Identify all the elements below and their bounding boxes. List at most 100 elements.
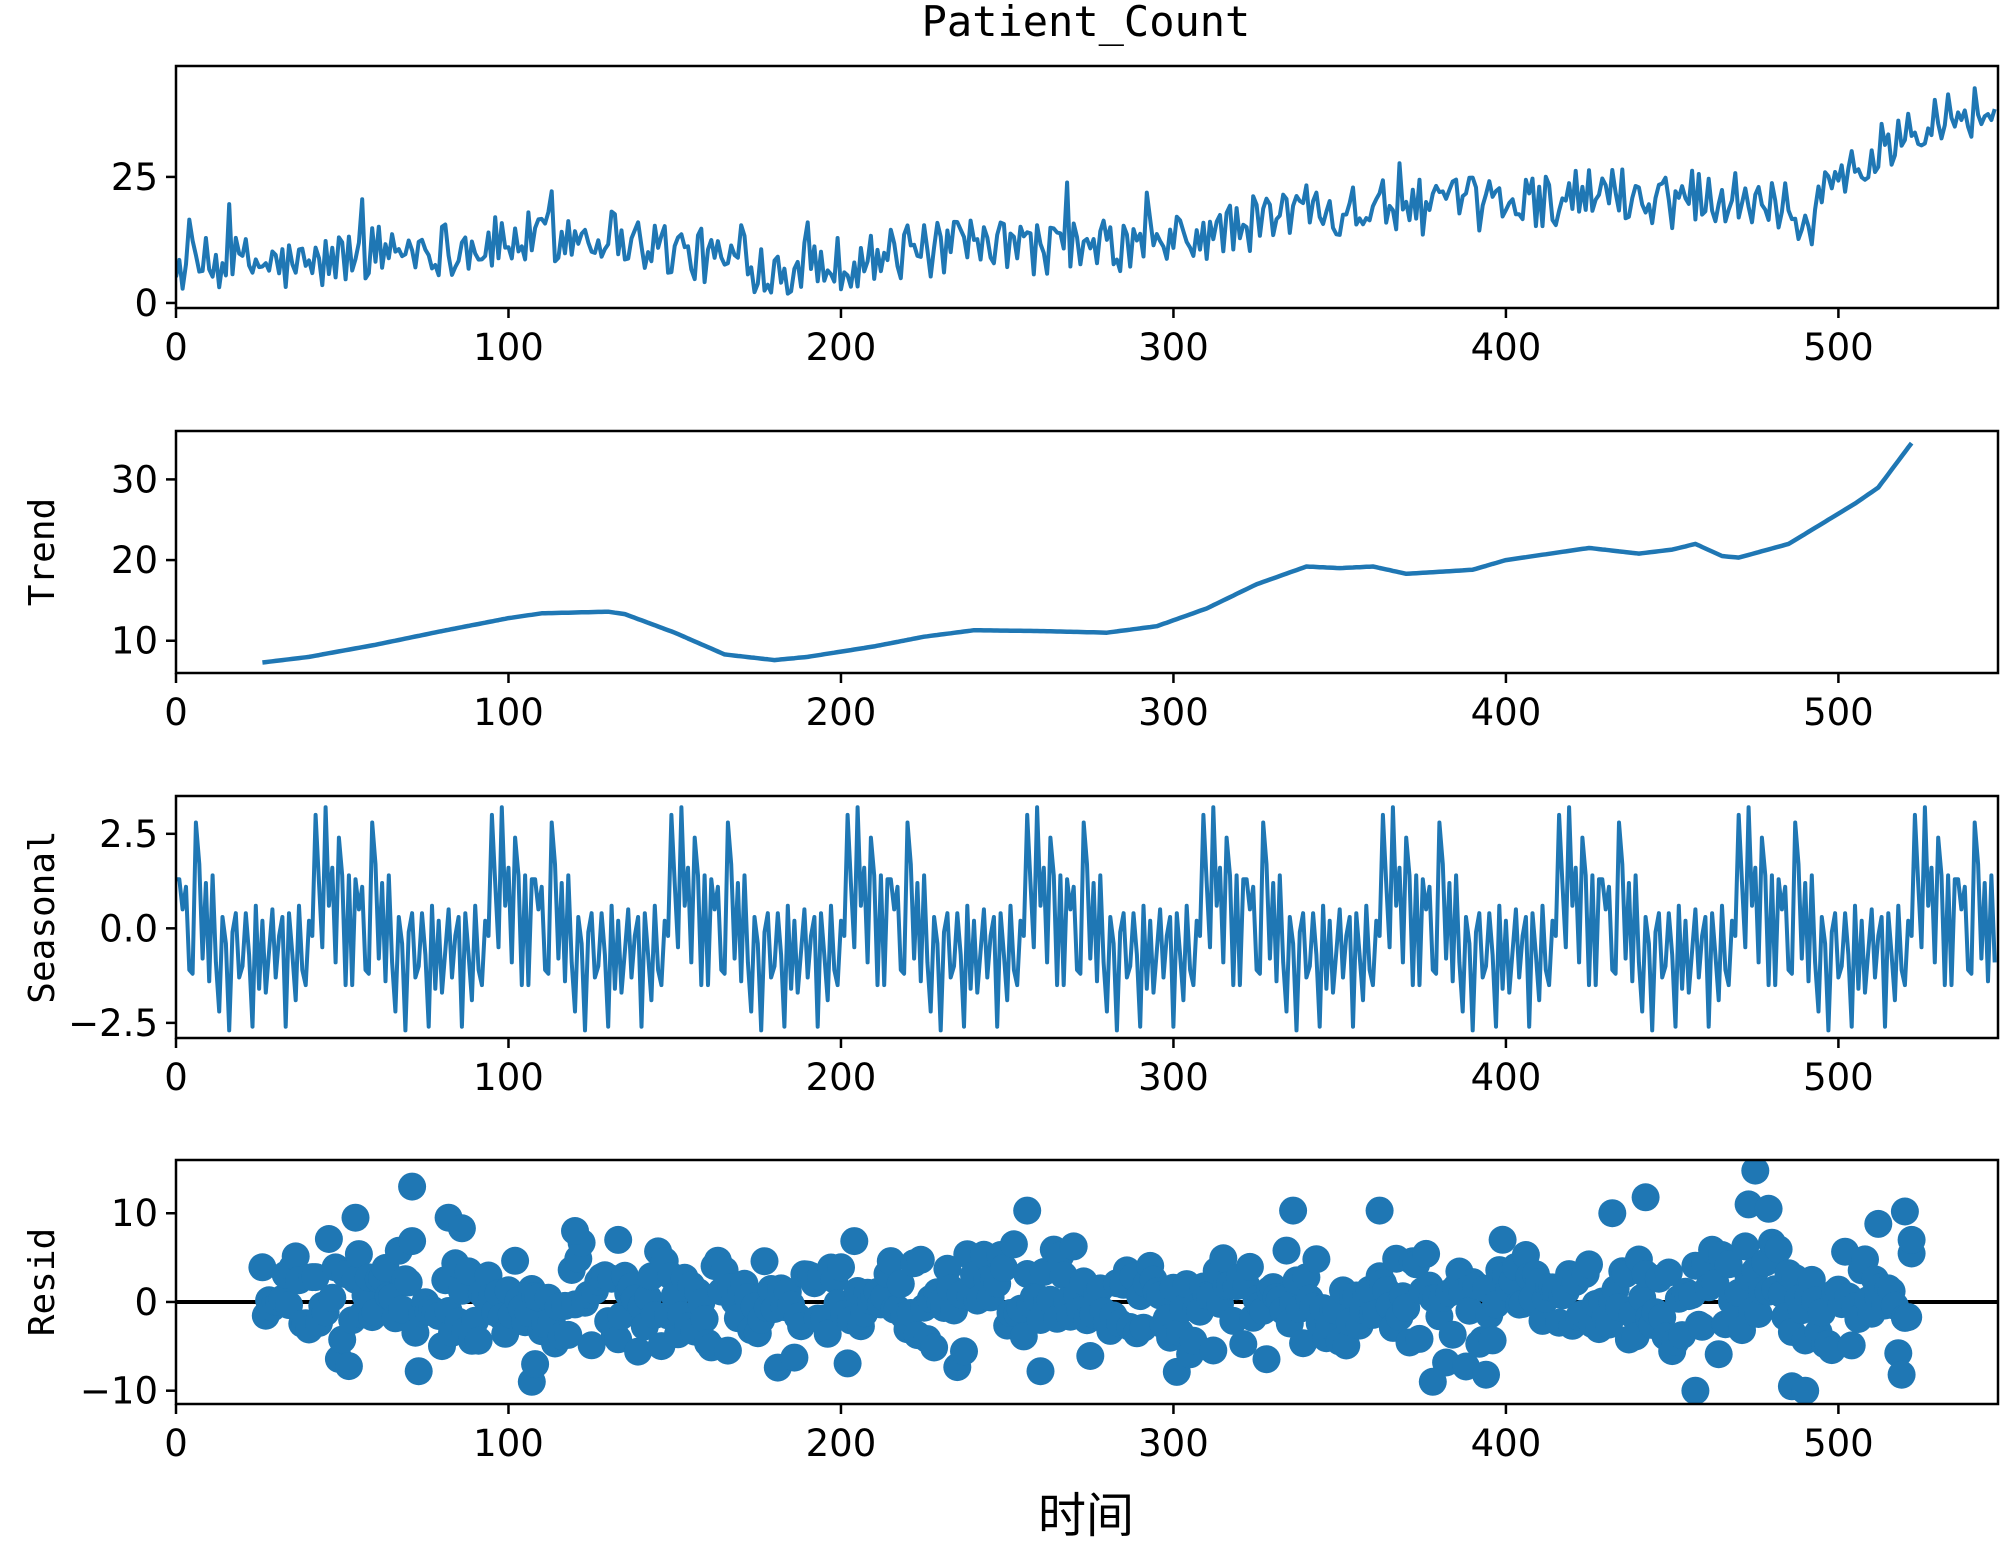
resid-point	[1631, 1183, 1660, 1212]
resid-point	[1302, 1245, 1331, 1274]
resid-point	[1887, 1360, 1916, 1389]
x-tick-label: 300	[1138, 326, 1209, 369]
resid-point	[334, 1352, 363, 1381]
x-tick-label: 0	[164, 1056, 188, 1099]
y-tick-label: 20	[111, 539, 158, 582]
trend-y-axis-label: Trend	[22, 498, 63, 606]
trend-line	[262, 441, 1914, 665]
resid-marks	[176, 1160, 1998, 1404]
resid-point	[501, 1246, 530, 1275]
resid-point	[1412, 1239, 1441, 1268]
seasonal-y-axis-label: Seasonal	[22, 830, 63, 1003]
x-tick-label: 100	[473, 1422, 544, 1465]
resid-point	[1897, 1225, 1926, 1254]
resid-point	[394, 1268, 423, 1297]
x-tick-label: 200	[806, 691, 877, 734]
resid-point	[1472, 1360, 1500, 1389]
resid-point	[780, 1343, 809, 1372]
resid-point	[1013, 1196, 1042, 1225]
x-tick-label: 0	[164, 1422, 188, 1465]
resid-point	[624, 1337, 653, 1366]
resid-point	[1754, 1194, 1783, 1223]
resid-point	[577, 1331, 606, 1360]
resid-point	[1731, 1232, 1760, 1261]
y-tick-label: 30	[111, 458, 158, 501]
resid-point	[341, 1203, 370, 1232]
seasonal-marks	[176, 805, 1997, 1033]
seasonal-axes-frame	[174, 794, 2000, 1040]
resid-point	[713, 1336, 742, 1365]
resid-point	[1365, 1196, 1394, 1225]
seasonal-line	[176, 805, 1997, 1033]
resid-y-axis-label: Resid	[22, 1228, 63, 1336]
resid-point	[1864, 1209, 1893, 1238]
resid-point	[1332, 1331, 1361, 1360]
resid-point	[604, 1225, 633, 1254]
resid-point	[248, 1253, 277, 1282]
resid-point	[1076, 1342, 1105, 1370]
x-tick-label: 200	[806, 1422, 877, 1465]
panel-trend: 0 100 200 300 400 500 10 20 30 Trend	[22, 429, 2000, 734]
resid-point	[906, 1245, 935, 1274]
x-tick-label: 400	[1471, 1422, 1542, 1465]
resid-point	[314, 1225, 343, 1253]
resid-point	[1059, 1232, 1088, 1261]
resid-point	[1884, 1339, 1913, 1368]
x-tick-label: 500	[1803, 326, 1874, 369]
x-axis-label: 时间	[1038, 1488, 1134, 1542]
x-tick-label: 400	[1471, 1056, 1542, 1099]
y-tick-label: 10	[111, 620, 158, 663]
resid-point	[1894, 1303, 1923, 1332]
x-tick-label: 0	[164, 326, 188, 369]
x-tick-label: 500	[1803, 1056, 1874, 1099]
chart-title: Patient_Count	[922, 0, 1251, 46]
resid-point	[1405, 1324, 1434, 1353]
trend-axes-frame	[174, 429, 2000, 675]
resid-point	[1764, 1235, 1793, 1264]
resid-point	[1229, 1330, 1258, 1359]
resid-point	[521, 1350, 550, 1379]
resid-point	[1681, 1376, 1710, 1404]
resid-point	[750, 1247, 779, 1276]
x-tick-label: 200	[806, 326, 877, 369]
resid-point	[464, 1326, 493, 1355]
resid-point	[813, 1319, 842, 1348]
resid-point	[398, 1227, 427, 1256]
x-tick-label: 300	[1138, 1422, 1209, 1465]
y-tick-label: 2.5	[99, 813, 158, 856]
resid-point	[840, 1227, 869, 1256]
resid-point	[1575, 1250, 1603, 1279]
panel-observed: 0 100 200 300 400 500 0 25	[111, 64, 2000, 369]
trend-marks	[262, 441, 1914, 665]
observed-axes-frame	[174, 64, 2000, 310]
observed-marks	[176, 86, 1997, 296]
resid-point	[1289, 1329, 1318, 1358]
x-tick-label: 500	[1803, 691, 1874, 734]
resid-point	[1688, 1312, 1717, 1341]
resid-point	[1438, 1320, 1467, 1349]
resid-point	[1279, 1196, 1308, 1225]
y-tick-label: 0.0	[99, 907, 158, 950]
y-tick-label: 0	[134, 282, 158, 325]
resid-point	[318, 1283, 347, 1312]
resid-point	[1791, 1376, 1820, 1404]
x-tick-label: 200	[806, 1056, 877, 1099]
panel-seasonal: 0 100 200 300 400 500 −2.5 0.0 2.5 Seasonal	[22, 794, 2000, 1099]
x-tick-label: 500	[1803, 1422, 1874, 1465]
resid-point	[1272, 1236, 1301, 1265]
resid-point	[344, 1240, 373, 1269]
x-tick-label: 300	[1138, 1056, 1209, 1099]
resid-point	[1598, 1199, 1627, 1228]
x-tick-label: 100	[473, 691, 544, 734]
resid-point	[833, 1349, 862, 1378]
resid-point	[1704, 1340, 1733, 1369]
x-tick-label: 100	[473, 1056, 544, 1099]
resid-point	[827, 1253, 855, 1282]
resid-point	[1235, 1252, 1264, 1281]
resid-axes-frame	[174, 1158, 2000, 1406]
resid-point	[1199, 1336, 1228, 1365]
x-tick-label: 300	[1138, 691, 1209, 734]
